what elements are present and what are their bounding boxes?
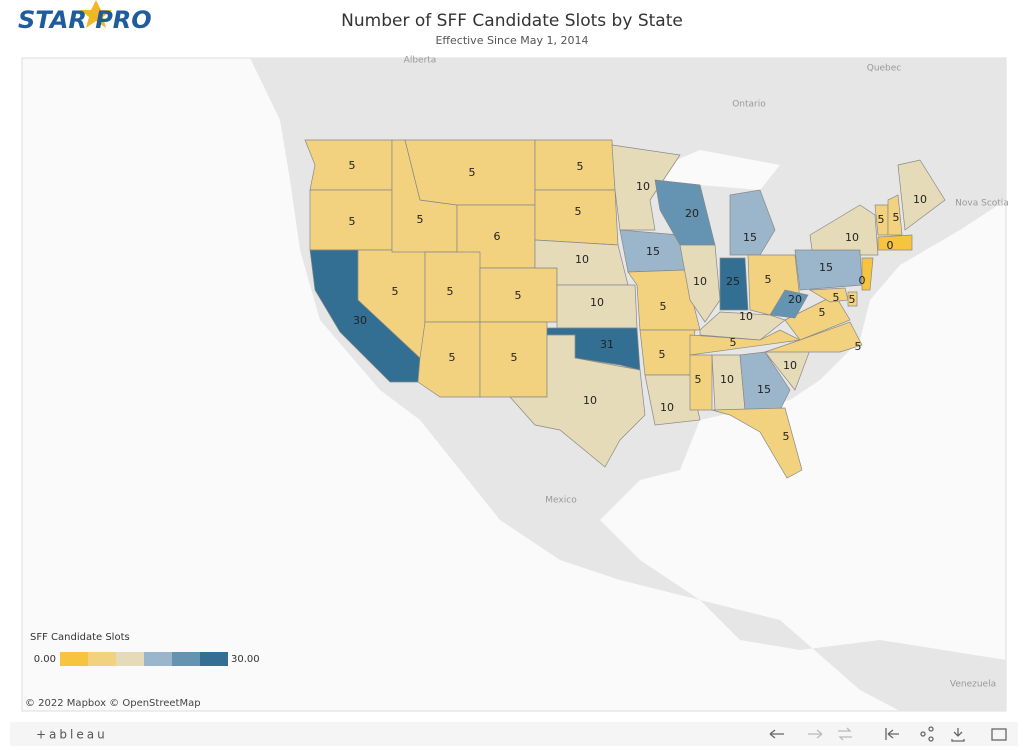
state-label: 5 [417,213,424,226]
state [689,329,802,356]
title: Number of SFF Candidate Slots by State [341,11,683,31]
state-label: 5 [349,159,356,172]
state [764,321,863,353]
state-label: 20 [685,207,699,220]
state-label: 5 [511,351,518,364]
state-label: 5 [893,211,900,224]
state-label: 5 [447,285,454,298]
state [847,291,858,307]
state-label: 5 [855,340,862,353]
state-label: 10 [583,394,597,407]
place-label: Mexico [545,496,577,506]
state [711,407,803,479]
state-label: 5 [765,273,772,286]
legend-title: SFF Candidate Slots [30,632,130,643]
state-label: 6 [494,230,501,243]
state-label: 5 [575,205,582,218]
state [644,374,701,426]
state-label: 5 [469,166,476,179]
state [877,234,913,251]
legend-swatch [116,652,144,666]
state-label: 10 [845,231,859,244]
toolbar [10,722,1018,746]
state-label: 5 [449,351,456,364]
state-label: 5 [659,348,666,361]
legend-max: 30.00 [231,654,260,665]
attribution: © 2022 Mapbox © OpenStreetMap [25,698,201,709]
state-label: 10 [720,373,734,386]
place-label: Nova Scotia [955,199,1009,209]
state [611,144,681,231]
legend-swatch [60,652,88,666]
state-label: 20 [788,293,802,306]
state-label: 30 [353,314,367,327]
state-label: 10 [660,401,674,414]
state-label: 5 [660,300,667,313]
state [769,289,809,319]
toolbar-icons[interactable] [769,726,1007,742]
state-label: 10 [783,359,797,372]
state [729,189,776,256]
state [509,334,646,468]
state-label: 5 [878,213,885,226]
place-label: Ontario [732,100,766,110]
legend-swatch [200,652,228,666]
state-label: 5 [833,291,840,304]
state-label: 0 [887,239,894,252]
state [534,139,616,191]
state-label: 0 [859,274,866,287]
state-label: 5 [783,430,790,443]
state-label: 5 [695,373,702,386]
state-label: 5 [819,306,826,319]
state-label: 5 [392,285,399,298]
legend-swatch [144,652,172,666]
state-label: 15 [646,245,660,258]
state [739,351,791,411]
tableau-brand: +ableau [36,728,108,742]
state-label: 10 [693,275,707,288]
state [719,257,749,311]
state-label: 15 [819,261,833,274]
state-label: 5 [515,289,522,302]
place-label: Alberta [404,56,437,66]
state-label: 10 [913,193,927,206]
state-label: 10 [590,296,604,309]
state [784,294,851,341]
state-label: 15 [757,383,771,396]
state [809,204,879,256]
state-label: 10 [636,180,650,193]
state-label: 10 [575,253,589,266]
state-label: 15 [743,231,757,244]
logo: STAR PRO [18,0,152,34]
state-label: 5 [577,160,584,173]
state-label: 5 [849,293,856,306]
state-label: 10 [739,310,753,323]
logo-text: STAR PRO [18,6,152,34]
place-label: Quebec [867,64,902,74]
legend-min: 0.00 [34,654,56,665]
subtitle: Effective Since May 1, 2014 [435,34,588,47]
state-label: 31 [600,338,614,351]
state [897,159,946,231]
state-label: 5 [730,336,737,349]
legend-swatch [88,652,116,666]
state [887,194,903,236]
place-label: Venezuela [950,680,996,690]
state-label: 5 [349,215,356,228]
legend: SFF Candidate Slots 0.00 30.00 [30,632,260,666]
state [861,257,874,291]
state [679,244,721,323]
state [639,329,696,376]
legend-swatch [172,652,200,666]
state-label: 25 [726,275,740,288]
